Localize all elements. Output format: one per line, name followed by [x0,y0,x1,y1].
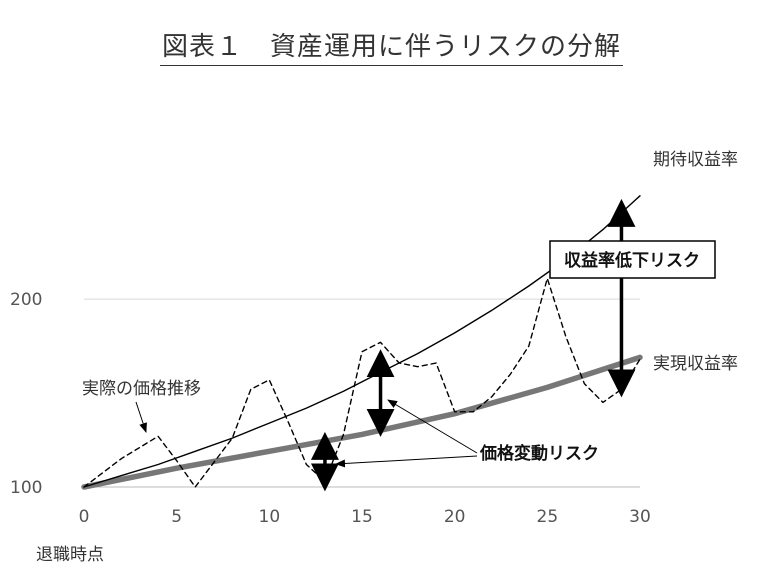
series-thin-solid [83,195,641,488]
series-lines [81,195,643,490]
x-axis-label: 退職時点 [36,545,104,565]
return-decline-risk-box [549,240,716,279]
label-price-fluctuation-risk: 価格変動リスク [479,443,599,464]
series-dashed [83,277,641,488]
label-realized-rate: 実現収益率 [653,354,738,374]
x-tick-0: 0 [79,507,90,527]
label-actual-price: 実際の価格推移 [82,379,201,399]
pointer-actual-price [135,401,147,433]
x-tick-30: 30 [629,507,651,527]
pointer-price-risk-1 [387,399,478,454]
x-tick-10: 10 [259,507,281,527]
series-thick-solid [81,354,643,490]
x-tick-25: 25 [537,507,559,527]
label-expected-rate: 期待収益率 [653,150,738,170]
y-tick-100: 100 [10,478,42,498]
y-axis-ticks: 100 200 [10,290,42,498]
x-tick-15: 15 [351,507,373,527]
x-tick-5: 5 [171,507,182,527]
x-axis-ticks: 0 5 10 15 20 25 30 [79,507,651,527]
label-return-decline-risk: 収益率低下リスク [564,250,700,271]
chart-title: 図表１ 資産運用に伴うリスクの分解 [0,26,783,66]
y-tick-200: 200 [10,290,42,310]
x-tick-20: 20 [444,507,466,527]
gridlines [84,298,640,488]
pointer-price-risk-2 [335,455,478,468]
